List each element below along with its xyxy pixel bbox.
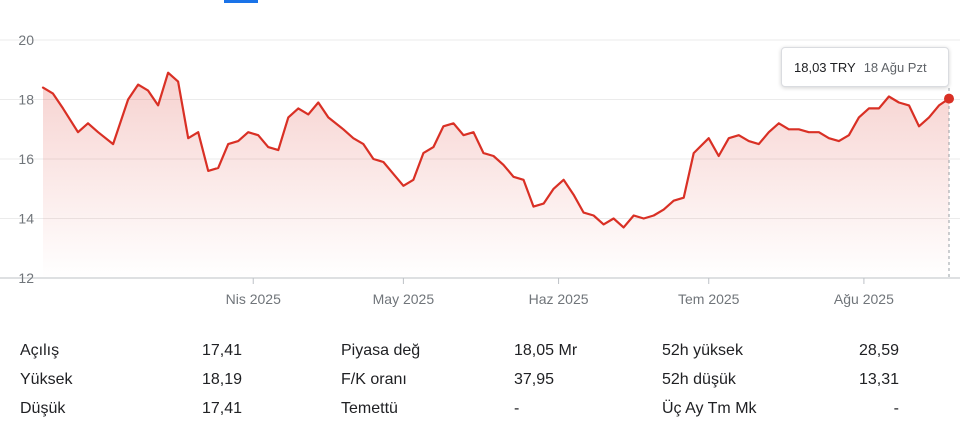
key-stats-table: Açılış 17,41 Piyasa değ 18,05 Mr 52h yük…	[0, 336, 960, 423]
stat-label-open: Açılış	[20, 342, 60, 359]
price-line	[41, 71, 951, 229]
top-tab-indicator	[224, 0, 258, 3]
stat-label-pe-ratio: F/K oranı	[341, 371, 407, 388]
x-tick-label: Haz 2025	[529, 291, 589, 307]
price-area-fill	[43, 72, 949, 278]
stat-value-quarterly-div-amount: -	[893, 400, 899, 417]
y-tick-label: 14	[18, 211, 34, 227]
latest-price-dot[interactable]	[944, 93, 954, 104]
stat-label-quarterly-div-amount: Üç Ay Tm Mk	[662, 400, 757, 417]
stats-row: Düşük 17,41 Temettü - Üç Ay Tm Mk -	[0, 394, 960, 423]
x-tick-label: Ağu 2025	[834, 291, 894, 307]
stat-value-pe-ratio: 37,95	[514, 371, 555, 388]
stats-row: Yüksek 18,19 F/K oranı 37,95 52h düşük 1…	[0, 365, 960, 394]
x-tick-label: May 2025	[373, 291, 435, 307]
x-tick-label: Tem 2025	[678, 291, 740, 307]
stat-value-high: 18,19	[201, 371, 242, 388]
y-tick-label: 20	[18, 32, 34, 48]
stat-label-market-cap: Piyasa değ	[341, 342, 421, 359]
stat-label-52w-high: 52h yüksek	[662, 342, 743, 359]
price-tooltip: 18,03 TRY 18 Ağu Pzt	[781, 47, 949, 87]
stat-label-52w-low: 52h düşük	[662, 371, 736, 388]
stat-value-52w-high: 28,59	[858, 342, 899, 359]
y-tick-label: 12	[18, 270, 34, 286]
stat-value-dividend: -	[514, 400, 520, 417]
stat-value-52w-low: 13,31	[858, 371, 899, 388]
stat-label-high: Yüksek	[20, 371, 73, 388]
stat-label-dividend: Temettü	[341, 400, 398, 417]
y-tick-label: 18	[18, 92, 34, 108]
tooltip-price: 18,03 TRY	[794, 59, 856, 75]
stat-value-low: 17,41	[201, 400, 242, 417]
x-tick-label: Nis 2025	[226, 291, 281, 307]
tooltip-date: 18 Ağu Pzt	[863, 59, 927, 75]
stats-row: Açılış 17,41 Piyasa değ 18,05 Mr 52h yük…	[0, 336, 960, 365]
stat-value-market-cap: 18,05 Mr	[514, 342, 578, 359]
price-chart[interactable]: 12 14 16 18 20 Nis 2025 May 2025 Haz 2025 Tem 2…	[0, 0, 960, 320]
stat-value-open: 17,41	[201, 342, 242, 359]
stat-label-low: Düşük	[20, 400, 66, 417]
y-tick-label: 16	[18, 151, 34, 167]
